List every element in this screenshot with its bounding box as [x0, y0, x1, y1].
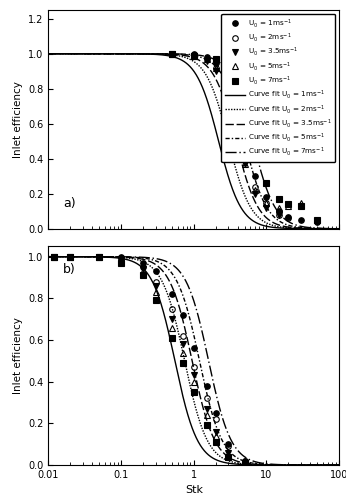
X-axis label: Stk: Stk — [185, 486, 203, 496]
Legend: U$_0$ = 1ms$^{-1}$, U$_0$ = 2ms$^{-1}$, U$_0$ = 3.5ms$^{-1}$, U$_0$ = 5ms$^{-1}$: U$_0$ = 1ms$^{-1}$, U$_0$ = 2ms$^{-1}$, … — [221, 14, 336, 162]
Y-axis label: Inlet efficiency: Inlet efficiency — [13, 81, 22, 158]
Text: a): a) — [63, 197, 75, 210]
Text: b): b) — [63, 262, 76, 276]
Y-axis label: Inlet efficiency: Inlet efficiency — [13, 317, 22, 394]
